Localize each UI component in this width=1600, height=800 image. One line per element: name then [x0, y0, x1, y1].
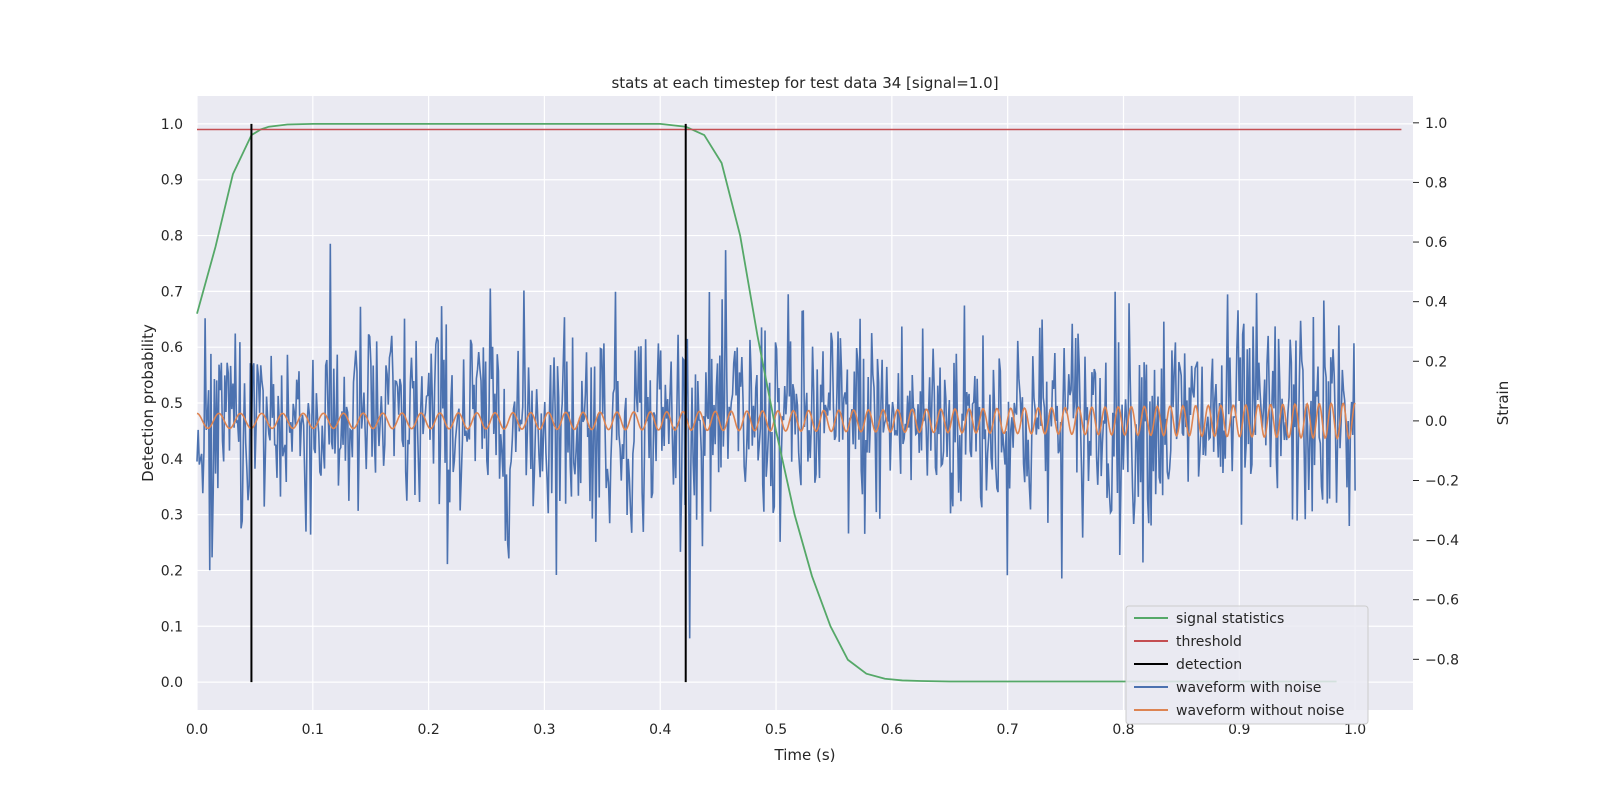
y-tick-label: 0.6: [161, 340, 183, 356]
y-axis-label: Detection probability: [139, 324, 157, 482]
y2-tick-label: 0.2: [1425, 354, 1447, 370]
legend-label-waveform-without-noise: waveform without noise: [1176, 703, 1344, 719]
tick-labels: 0.0 0.1 0.2 0.3 0.4 0.5 0.6 0.7 0.8 0.9 1.0 0.0 0.1 0…: [161, 116, 1459, 738]
legend-label-signal-statistics: signal statistics: [1176, 611, 1284, 627]
x-tick-label: 0.8: [1112, 722, 1134, 738]
x-tick-label: 0.3: [533, 722, 555, 738]
legend: signal statistics threshold detection wa…: [1125, 605, 1369, 725]
x-tick-label: 0.0: [186, 722, 208, 738]
legend-label-waveform-with-noise: waveform with noise: [1176, 680, 1321, 696]
y2-tick-label: 0.4: [1425, 295, 1447, 311]
y-tick-label: 0.0: [161, 675, 183, 691]
y-tick-label: 0.1: [161, 619, 183, 635]
x-tick-label: 1.0: [1344, 722, 1366, 738]
x-tick-label: 0.6: [881, 722, 903, 738]
chart-title: stats at each timestep for test data 34 …: [611, 74, 998, 92]
legend-box: [1125, 605, 1369, 725]
series-signal-statistics: [196, 123, 1337, 683]
y-tick-label: 0.9: [161, 173, 183, 189]
series-layer: [196, 123, 1402, 683]
y2-axis-label: Strain: [1494, 381, 1512, 425]
y-tick-label: 0.5: [161, 396, 183, 412]
y-tick-label: 0.7: [161, 284, 183, 300]
y-tick-label: 1.0: [161, 117, 183, 133]
y2-tick-label: −0.2: [1425, 473, 1459, 489]
legend-label-detection: detection: [1176, 657, 1242, 673]
x-tick-label: 0.7: [997, 722, 1019, 738]
y2-tick-label: 0.8: [1425, 175, 1447, 191]
series-waveform-without-noise: [196, 401, 1356, 441]
y-tick-label: 0.8: [161, 229, 183, 245]
y2-tick-label: −0.6: [1425, 593, 1459, 609]
x-tick-label: 0.9: [1228, 722, 1250, 738]
y2-tick-label: 1.0: [1425, 116, 1447, 132]
y2-tick-label: −0.4: [1425, 533, 1459, 549]
x-tick-label: 0.2: [417, 722, 439, 738]
x-tick-label: 0.4: [649, 722, 671, 738]
x-tick-label: 0.5: [765, 722, 787, 738]
y2-tick-label: 0.6: [1425, 235, 1447, 251]
y-tick-label: 0.3: [161, 508, 183, 524]
y-tick-label: 0.4: [161, 452, 183, 468]
x-axis-label: Time (s): [774, 746, 836, 764]
y-tick-label: 0.2: [161, 563, 183, 579]
legend-label-threshold: threshold: [1176, 634, 1242, 650]
y2-tick-label: −0.8: [1425, 652, 1459, 668]
x-tick-label: 0.1: [302, 722, 324, 738]
y2-tick-label: 0.0: [1425, 414, 1447, 430]
